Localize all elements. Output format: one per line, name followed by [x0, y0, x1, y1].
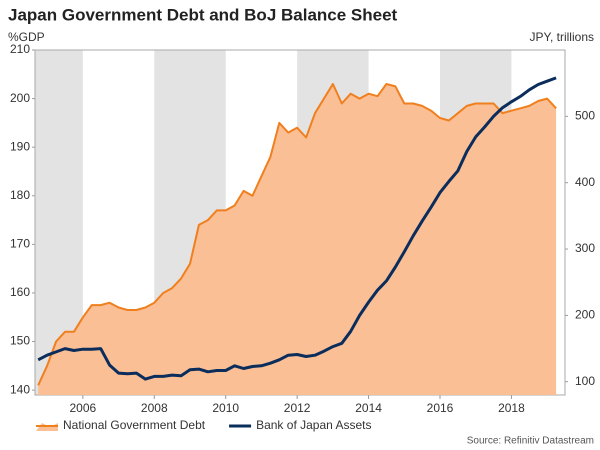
- y-tick-label: 180: [10, 188, 30, 202]
- y-tick-label: 190: [10, 139, 30, 153]
- y-tick-label: 170: [10, 237, 30, 251]
- y-tick-label: 210: [10, 42, 30, 56]
- line: [37, 83, 557, 386]
- x-tick-label: 2016: [427, 401, 454, 415]
- x-tick-label: 2012: [284, 401, 311, 415]
- y-axis-label: %GDP: [8, 30, 45, 44]
- line: [37, 76, 557, 381]
- x-tick-label: 2008: [141, 401, 168, 415]
- x-tick-label: 2006: [70, 401, 97, 415]
- y-tick-label: 150: [10, 334, 30, 348]
- y-tick-label: 140: [10, 382, 30, 396]
- y2-tick-label: 300: [575, 241, 595, 255]
- y-tick-label: 160: [10, 285, 30, 299]
- legend-label: National Government Debt: [63, 418, 206, 432]
- y2-tick-label: 100: [575, 374, 595, 388]
- y2-tick-label: 500: [575, 109, 595, 123]
- y-tick-label: 200: [10, 91, 30, 105]
- y2-axis-label: JPY, trillions: [530, 30, 594, 44]
- chart-title: Japan Government Debt and BoJ Balance Sh…: [8, 5, 398, 24]
- area: [38, 84, 557, 395]
- y2-tick-label: 200: [575, 308, 595, 322]
- source: Source: Refinitiv Datastream: [467, 436, 594, 447]
- x-tick-label: 2010: [212, 401, 239, 415]
- y2-tick-label: 400: [575, 175, 595, 189]
- x-tick-label: 2014: [355, 401, 382, 415]
- x-tick-label: 2018: [498, 401, 525, 415]
- legend-label: Bank of Japan Assets: [256, 418, 371, 432]
